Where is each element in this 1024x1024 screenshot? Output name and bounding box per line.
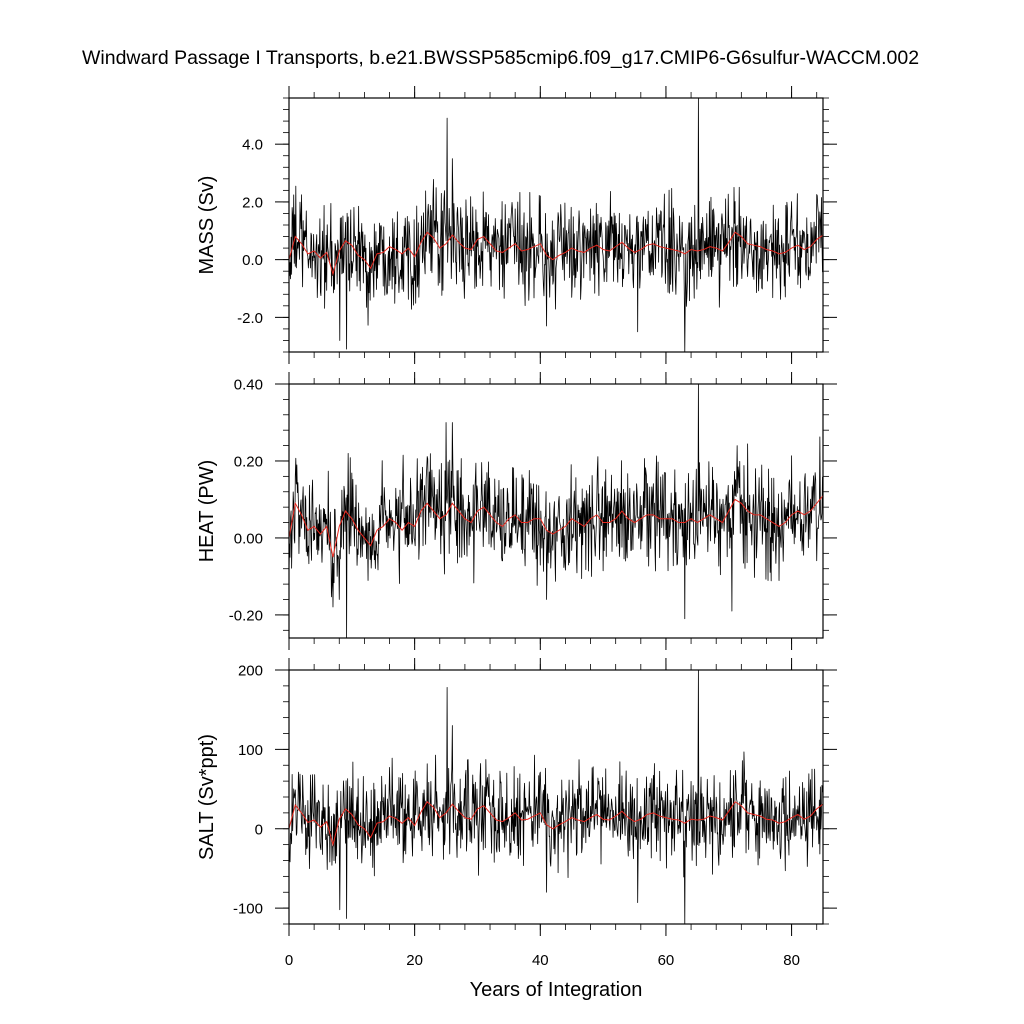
- raw-series-line: [289, 98, 823, 352]
- y-axis-label: MASS (Sv): [196, 176, 218, 275]
- smoothed-series-line: [289, 495, 823, 558]
- x-tick-label: 0: [285, 952, 293, 969]
- y-tick-label: 0.40: [234, 377, 263, 394]
- y-tick-label: 100: [238, 742, 263, 759]
- smoothed-series-line: [289, 800, 823, 847]
- raw-series-line: [289, 670, 823, 924]
- x-tick-label: 20: [406, 952, 423, 969]
- y-tick-label: 2.0: [242, 194, 263, 211]
- plot-frame: [288, 97, 824, 353]
- y-tick-label: -100: [233, 901, 263, 918]
- y-tick-label: 0.0: [242, 252, 263, 269]
- x-tick-label: 40: [532, 952, 549, 969]
- y-tick-label: -0.20: [229, 607, 263, 624]
- y-tick-label: 0: [255, 821, 263, 838]
- y-tick-label: 200: [238, 663, 263, 680]
- panel-2: -0.20 0.00 0.20 0.40 HEAT (PW): [196, 372, 837, 650]
- y-tick-label: 0.00: [234, 530, 263, 547]
- plot-frame: [288, 383, 824, 639]
- raw-series-line: [289, 384, 823, 638]
- y-axis-label: SALT (Sv*ppt): [196, 734, 218, 860]
- panel-3: -100 0 100 200 SALT (Sv*ppt) 0 20 40 60 80: [196, 658, 837, 969]
- smoothed-series-line: [289, 231, 823, 276]
- y-tick-label: 4.0: [242, 137, 263, 154]
- x-tick-label: 80: [783, 952, 800, 969]
- panel-1: -2.0 0.0 2.0 4.0 MASS (Sv): [196, 86, 837, 364]
- panels-group: -2.0 0.0 2.0 4.0 MASS (Sv) -0.20 0.00 0.20 0.40 H…: [196, 86, 837, 969]
- x-axis-label: Years of Integration: [470, 979, 643, 1001]
- y-tick-label: -2.0: [237, 310, 263, 327]
- chart-title: Windward Passage I Transports, b.e21.BWS…: [82, 47, 920, 69]
- y-tick-label: 0.20: [234, 453, 263, 470]
- x-tick-label: 60: [658, 952, 675, 969]
- y-axis-label: HEAT (PW): [196, 460, 218, 563]
